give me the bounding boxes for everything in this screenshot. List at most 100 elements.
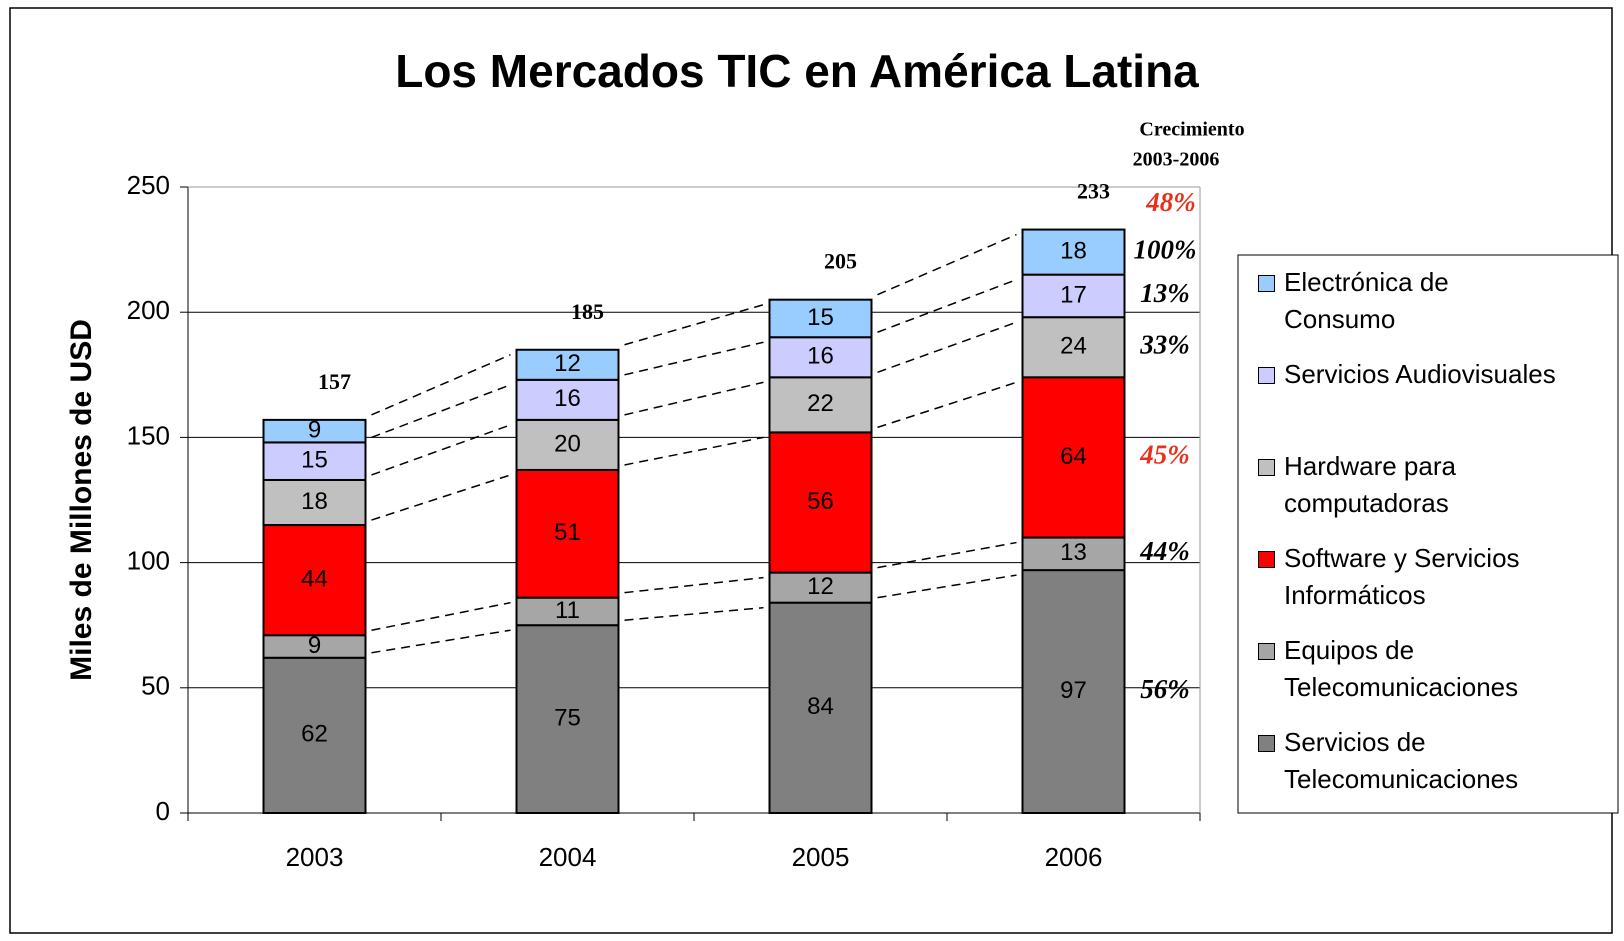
bar-segment (768, 336, 873, 379)
connector-line (877, 321, 1017, 374)
legend-label: Software y Servicios Informáticos (1284, 543, 1520, 610)
y-tick-label: 100 (127, 545, 170, 575)
growth-label: 44% (1139, 536, 1190, 566)
growth-label: 33% (1139, 329, 1190, 359)
data-label: 16 (807, 343, 834, 370)
connector-line (371, 601, 511, 631)
total-growth-label: 48% (1145, 187, 1196, 217)
data-label: 56 (807, 488, 834, 515)
data-label: 24 (1060, 333, 1087, 360)
x-tick-label: 2003 (286, 842, 344, 872)
connector-line (624, 576, 764, 594)
connector-line (877, 541, 1017, 569)
bar-segment (768, 298, 873, 339)
growth-label: 13% (1140, 278, 1190, 308)
legend-item: Software y Servicios Informáticos (1258, 540, 1556, 614)
data-label: 15 (807, 304, 834, 331)
data-label: 22 (807, 390, 834, 417)
data-label: 97 (1060, 677, 1087, 704)
y-tick-label: 150 (127, 420, 170, 450)
legend-label: Equipos de Telecomunicaciones (1284, 635, 1519, 702)
legend-item: Equipos de Telecomunicaciones (1258, 632, 1556, 706)
y-tick-label: 0 (156, 796, 170, 826)
connector-line (624, 303, 764, 346)
legend-label: Servicios Audiovisuales (1284, 359, 1556, 389)
legend-item: Electrónica de Consumo (1258, 264, 1556, 338)
x-tick-label: 2004 (539, 842, 597, 872)
bar-segment (1021, 376, 1126, 539)
connector-line (371, 384, 511, 439)
connector-line (877, 233, 1017, 296)
connector-line (877, 278, 1017, 333)
legend-item: Servicios de Telecomunicaciones (1258, 724, 1556, 798)
legend-swatch (1258, 367, 1275, 384)
data-label: 18 (301, 488, 328, 515)
total-label: 185 (571, 299, 604, 324)
legend-swatch (1258, 643, 1275, 660)
data-label: 20 (554, 430, 581, 457)
connector-line (624, 381, 764, 416)
bar-segment (768, 376, 873, 434)
connector-line (624, 436, 764, 466)
connector-line (877, 574, 1017, 599)
legend-swatch (1258, 735, 1275, 752)
data-label: 44 (301, 565, 328, 592)
growth-title: Crecimiento (1139, 119, 1244, 141)
connector-line (371, 474, 511, 521)
x-tick-label: 2005 (792, 842, 850, 872)
growth-label: 56% (1140, 674, 1190, 704)
bar-segment (262, 656, 367, 815)
legend-swatch (1258, 275, 1275, 292)
data-label: 51 (554, 519, 581, 546)
legend-swatch (1258, 551, 1275, 568)
legend-box (1237, 254, 1619, 814)
growth-title: 2003-2006 (1133, 149, 1220, 171)
data-label: 11 (555, 597, 580, 624)
connector-line (624, 341, 764, 376)
total-label: 233 (1077, 179, 1110, 204)
bar-segment (1021, 569, 1126, 814)
data-label: 17 (1060, 281, 1087, 308)
bar-segment (1021, 228, 1126, 276)
bar-segment (1021, 316, 1126, 379)
bar-segment (1021, 273, 1126, 319)
data-label: 64 (1060, 443, 1087, 470)
data-label: 9 (308, 416, 321, 443)
data-label: 12 (807, 573, 834, 600)
data-label: 12 (554, 350, 581, 377)
bar-segment (262, 418, 367, 444)
data-label: 16 (554, 385, 581, 412)
bar-segment (262, 478, 367, 527)
legend-label: Hardware para computadoras (1284, 451, 1456, 518)
bar-segment (515, 624, 620, 815)
y-tick-label: 50 (141, 671, 170, 701)
bar-segment (515, 378, 620, 421)
bar-segment (515, 418, 620, 471)
y-axis-label: Miles de Millones de USD (65, 319, 98, 681)
legend-label: Servicios de Telecomunicaciones (1284, 727, 1519, 794)
total-label: 205 (824, 249, 857, 274)
connector-line (371, 354, 511, 416)
bar-segment (768, 601, 873, 814)
connector-line (624, 606, 764, 621)
legend-item: Hardware para computadoras (1258, 448, 1556, 522)
total-label: 157 (318, 369, 351, 394)
bar-segment (515, 348, 620, 381)
bar-segment (515, 468, 620, 599)
y-tick-label: 250 (127, 170, 170, 200)
data-label: 9 (308, 632, 321, 659)
data-label: 84 (807, 693, 834, 720)
growth-label: 100% (1134, 234, 1197, 264)
legend-label: Electrónica de Consumo (1284, 267, 1449, 334)
connector-line (371, 424, 511, 476)
legend-swatch (1258, 459, 1275, 476)
growth-label: 45% (1139, 440, 1190, 470)
data-label: 62 (301, 721, 328, 748)
chart-title: Los Mercados TIC en América Latina (395, 45, 1199, 97)
data-label: 13 (1060, 539, 1087, 566)
y-tick-label: 200 (127, 295, 170, 325)
data-label: 75 (554, 704, 581, 731)
data-label: 15 (301, 447, 328, 474)
